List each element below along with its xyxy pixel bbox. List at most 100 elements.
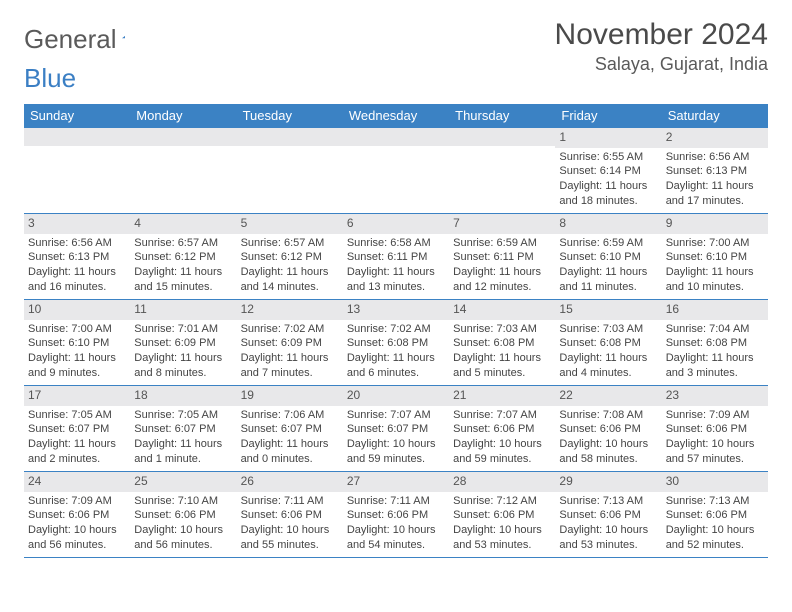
calendar-cell <box>237 128 343 214</box>
calendar-cell: 11Sunrise: 7:01 AMSunset: 6:09 PMDayligh… <box>130 300 236 386</box>
empty-daynum-strip <box>343 128 449 146</box>
day-number: 1 <box>555 128 661 148</box>
calendar-cell: 27Sunrise: 7:11 AMSunset: 6:06 PMDayligh… <box>343 472 449 558</box>
day-info: Sunrise: 7:03 AMSunset: 6:08 PMDaylight:… <box>449 320 555 385</box>
sunrise-text: Sunrise: 6:57 AM <box>241 236 339 251</box>
empty-daynum-strip <box>130 128 236 146</box>
day-number: 2 <box>662 128 768 148</box>
day-number: 22 <box>555 386 661 406</box>
calendar-cell: 23Sunrise: 7:09 AMSunset: 6:06 PMDayligh… <box>662 386 768 472</box>
calendar-cell: 15Sunrise: 7:03 AMSunset: 6:08 PMDayligh… <box>555 300 661 386</box>
sunrise-text: Sunrise: 7:01 AM <box>134 322 232 337</box>
calendar-cell: 25Sunrise: 7:10 AMSunset: 6:06 PMDayligh… <box>130 472 236 558</box>
day-header: Wednesday <box>343 104 449 128</box>
logo-sail-icon <box>122 27 125 47</box>
daylight-text: Daylight: 10 hours and 54 minutes. <box>347 523 445 553</box>
month-title: November 2024 <box>555 18 768 52</box>
daylight-text: Daylight: 10 hours and 59 minutes. <box>453 437 551 467</box>
sunset-text: Sunset: 6:06 PM <box>28 508 126 523</box>
daylight-text: Daylight: 10 hours and 52 minutes. <box>666 523 764 553</box>
sunset-text: Sunset: 6:07 PM <box>134 422 232 437</box>
day-info: Sunrise: 7:13 AMSunset: 6:06 PMDaylight:… <box>662 492 768 557</box>
calendar-cell: 28Sunrise: 7:12 AMSunset: 6:06 PMDayligh… <box>449 472 555 558</box>
sunrise-text: Sunrise: 6:55 AM <box>559 150 657 165</box>
sunset-text: Sunset: 6:06 PM <box>347 508 445 523</box>
day-header: Tuesday <box>237 104 343 128</box>
day-info: Sunrise: 7:08 AMSunset: 6:06 PMDaylight:… <box>555 406 661 471</box>
calendar-cell: 29Sunrise: 7:13 AMSunset: 6:06 PMDayligh… <box>555 472 661 558</box>
day-info: Sunrise: 7:06 AMSunset: 6:07 PMDaylight:… <box>237 406 343 471</box>
daylight-text: Daylight: 11 hours and 6 minutes. <box>347 351 445 381</box>
sunrise-text: Sunrise: 7:07 AM <box>453 408 551 423</box>
logo: General <box>24 18 146 55</box>
calendar-cell <box>130 128 236 214</box>
sunset-text: Sunset: 6:07 PM <box>347 422 445 437</box>
sunrise-text: Sunrise: 7:02 AM <box>347 322 445 337</box>
calendar-cell: 24Sunrise: 7:09 AMSunset: 6:06 PMDayligh… <box>24 472 130 558</box>
day-number: 19 <box>237 386 343 406</box>
daylight-text: Daylight: 11 hours and 17 minutes. <box>666 179 764 209</box>
sunset-text: Sunset: 6:11 PM <box>347 250 445 265</box>
sunrise-text: Sunrise: 7:09 AM <box>28 494 126 509</box>
calendar-cell: 21Sunrise: 7:07 AMSunset: 6:06 PMDayligh… <box>449 386 555 472</box>
day-info: Sunrise: 6:59 AMSunset: 6:10 PMDaylight:… <box>555 234 661 299</box>
sunrise-text: Sunrise: 6:59 AM <box>559 236 657 251</box>
day-header: Monday <box>130 104 236 128</box>
title-block: November 2024 Salaya, Gujarat, India <box>555 18 768 83</box>
day-number: 29 <box>555 472 661 492</box>
day-number: 9 <box>662 214 768 234</box>
day-number: 26 <box>237 472 343 492</box>
calendar-cell: 3Sunrise: 6:56 AMSunset: 6:13 PMDaylight… <box>24 214 130 300</box>
calendar-row: 17Sunrise: 7:05 AMSunset: 6:07 PMDayligh… <box>24 386 768 472</box>
sunset-text: Sunset: 6:07 PM <box>241 422 339 437</box>
sunrise-text: Sunrise: 7:05 AM <box>28 408 126 423</box>
day-number: 20 <box>343 386 449 406</box>
calendar-cell: 19Sunrise: 7:06 AMSunset: 6:07 PMDayligh… <box>237 386 343 472</box>
sunset-text: Sunset: 6:13 PM <box>28 250 126 265</box>
sunset-text: Sunset: 6:08 PM <box>347 336 445 351</box>
calendar-cell: 22Sunrise: 7:08 AMSunset: 6:06 PMDayligh… <box>555 386 661 472</box>
sunset-text: Sunset: 6:06 PM <box>666 422 764 437</box>
daylight-text: Daylight: 10 hours and 56 minutes. <box>134 523 232 553</box>
sunrise-text: Sunrise: 7:09 AM <box>666 408 764 423</box>
empty-daynum-strip <box>449 128 555 146</box>
day-number: 8 <box>555 214 661 234</box>
sunset-text: Sunset: 6:09 PM <box>241 336 339 351</box>
daylight-text: Daylight: 10 hours and 58 minutes. <box>559 437 657 467</box>
day-number: 10 <box>24 300 130 320</box>
calendar-cell: 4Sunrise: 6:57 AMSunset: 6:12 PMDaylight… <box>130 214 236 300</box>
day-info: Sunrise: 7:07 AMSunset: 6:06 PMDaylight:… <box>449 406 555 471</box>
sunrise-text: Sunrise: 6:56 AM <box>666 150 764 165</box>
empty-daynum-strip <box>24 128 130 146</box>
day-info: Sunrise: 7:11 AMSunset: 6:06 PMDaylight:… <box>343 492 449 557</box>
calendar-cell: 16Sunrise: 7:04 AMSunset: 6:08 PMDayligh… <box>662 300 768 386</box>
calendar-cell: 18Sunrise: 7:05 AMSunset: 6:07 PMDayligh… <box>130 386 236 472</box>
calendar-row: 24Sunrise: 7:09 AMSunset: 6:06 PMDayligh… <box>24 472 768 558</box>
day-number: 23 <box>662 386 768 406</box>
sunrise-text: Sunrise: 6:56 AM <box>28 236 126 251</box>
day-number: 3 <box>24 214 130 234</box>
sunrise-text: Sunrise: 7:03 AM <box>559 322 657 337</box>
daylight-text: Daylight: 11 hours and 10 minutes. <box>666 265 764 295</box>
day-info: Sunrise: 7:00 AMSunset: 6:10 PMDaylight:… <box>662 234 768 299</box>
sunset-text: Sunset: 6:06 PM <box>559 422 657 437</box>
day-number: 4 <box>130 214 236 234</box>
daylight-text: Daylight: 10 hours and 53 minutes. <box>453 523 551 553</box>
day-header: Friday <box>555 104 661 128</box>
day-number: 28 <box>449 472 555 492</box>
day-info: Sunrise: 7:05 AMSunset: 6:07 PMDaylight:… <box>24 406 130 471</box>
day-info: Sunrise: 7:02 AMSunset: 6:08 PMDaylight:… <box>343 320 449 385</box>
day-number: 11 <box>130 300 236 320</box>
calendar-cell: 26Sunrise: 7:11 AMSunset: 6:06 PMDayligh… <box>237 472 343 558</box>
daylight-text: Daylight: 11 hours and 4 minutes. <box>559 351 657 381</box>
sunrise-text: Sunrise: 7:10 AM <box>134 494 232 509</box>
day-info: Sunrise: 7:12 AMSunset: 6:06 PMDaylight:… <box>449 492 555 557</box>
day-info: Sunrise: 7:07 AMSunset: 6:07 PMDaylight:… <box>343 406 449 471</box>
calendar-cell: 20Sunrise: 7:07 AMSunset: 6:07 PMDayligh… <box>343 386 449 472</box>
calendar-table: SundayMondayTuesdayWednesdayThursdayFrid… <box>24 104 768 558</box>
daylight-text: Daylight: 10 hours and 56 minutes. <box>28 523 126 553</box>
sunrise-text: Sunrise: 7:00 AM <box>666 236 764 251</box>
calendar-row: 1Sunrise: 6:55 AMSunset: 6:14 PMDaylight… <box>24 128 768 214</box>
day-header: Sunday <box>24 104 130 128</box>
sunset-text: Sunset: 6:09 PM <box>134 336 232 351</box>
